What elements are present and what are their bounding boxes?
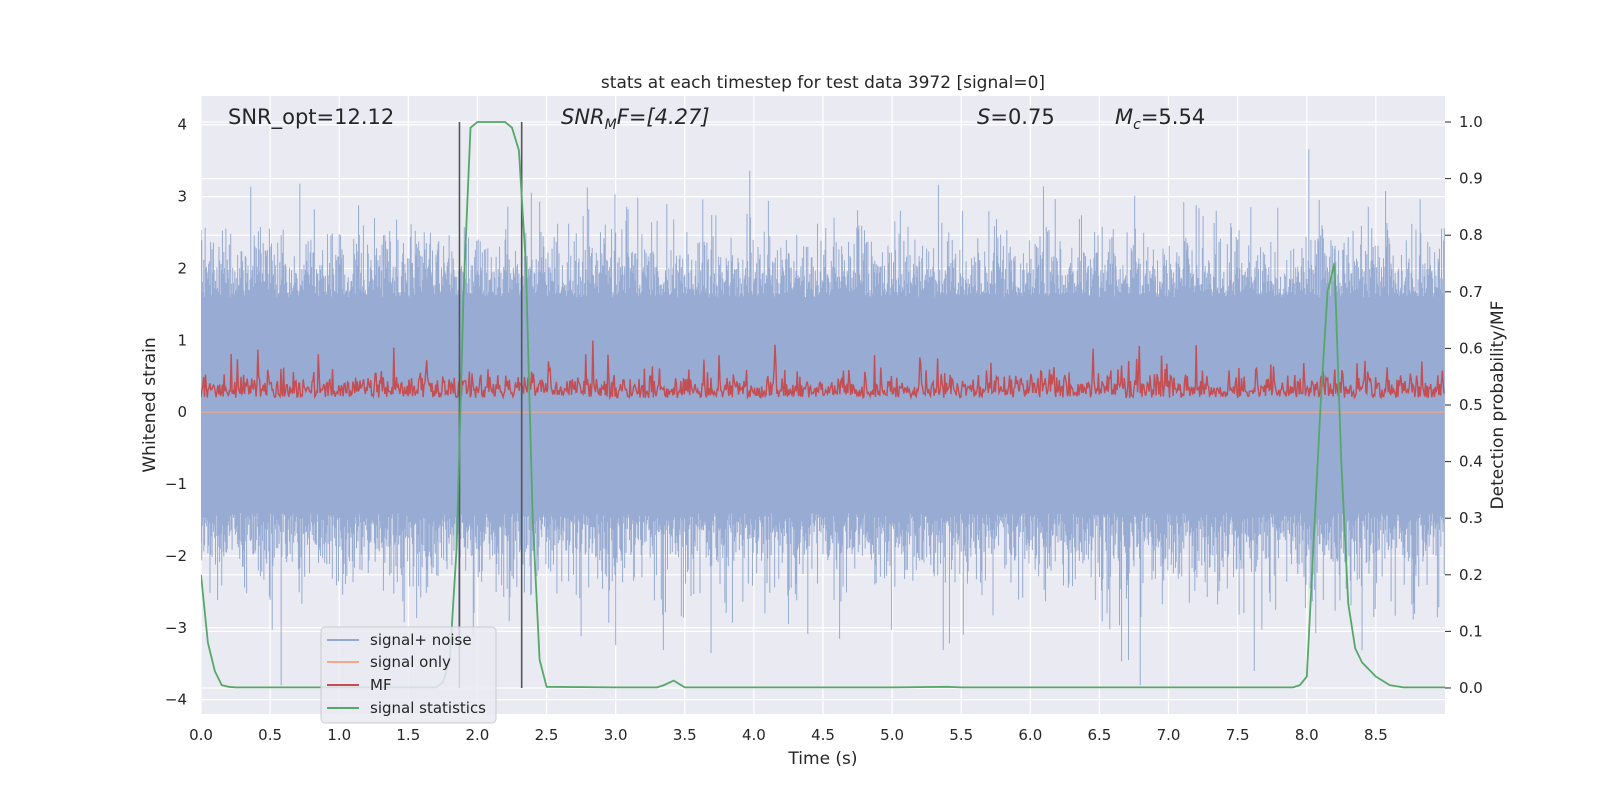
annotation-spin-main: S <box>977 105 990 129</box>
y-left-tick-label: −1 <box>165 475 187 493</box>
annotation-chirp-mass: Mc=5.54 <box>1115 105 1205 133</box>
y-right-tick-label: 0.0 <box>1459 679 1483 697</box>
annotation-spin: S=0.75 <box>977 105 1055 129</box>
x-tick-label: 6.0 <box>1018 726 1042 744</box>
y-right-tick-label: 0.3 <box>1459 509 1483 527</box>
y-right-tick-label: 0.5 <box>1459 396 1483 414</box>
x-tick-label: 1.0 <box>327 726 351 744</box>
legend-box <box>320 626 497 724</box>
vertical-markers <box>458 122 523 688</box>
x-tick-label: 3.5 <box>673 726 697 744</box>
annotation-snr-mf-rest: F=[4.27] <box>617 105 710 129</box>
signal-noise-line <box>201 149 1445 686</box>
annotation-mc-main: M <box>1115 105 1133 129</box>
annotation-mc-rest: =5.54 <box>1141 105 1205 129</box>
y-left-tick-label: 3 <box>177 188 187 206</box>
legend-label-signal-only: signal only <box>370 653 451 671</box>
y-left-tick-label: −2 <box>165 547 187 565</box>
x-tick-label: 5.5 <box>949 726 973 744</box>
y-right-tick-label: 0.4 <box>1459 453 1483 471</box>
y-left-axis-label: Whitened strain <box>140 337 160 472</box>
x-tick-label: 5.0 <box>880 726 904 744</box>
y-right-tick-label: 0.8 <box>1459 226 1483 244</box>
signal-noise-series <box>201 149 1445 686</box>
legend-label-signal-noise: signal+ noise <box>370 631 472 649</box>
annotation-mc-sub: c <box>1133 117 1141 133</box>
y-left-tick-label: 0 <box>177 403 187 421</box>
y-right-tick-label: 0.1 <box>1459 622 1483 640</box>
annotation-snr-mf: SNRMF=[4.27] <box>561 105 710 133</box>
legend: signal+ noise signal only MF signal stat… <box>320 626 497 724</box>
x-axis-label: Time (s) <box>787 749 857 769</box>
legend-label-mf: MF <box>370 676 392 694</box>
x-tick-label: 4.5 <box>811 726 835 744</box>
x-tick-label: 7.5 <box>1226 726 1250 744</box>
y-right-tick-label: 0.7 <box>1459 283 1483 301</box>
x-tick-label: 0.5 <box>258 726 282 744</box>
x-tick-label: 2.0 <box>466 726 490 744</box>
y-right-axis-label: Detection probability/MF <box>1488 301 1508 510</box>
y-left-tick-label: −4 <box>165 691 187 709</box>
annotation-snr-mf-sub: M <box>605 117 617 133</box>
y-left-tick-label: 1 <box>177 331 187 349</box>
y-right-axis-ticks: 0.0 0.1 0.2 0.3 0.4 0.5 0.6 0.7 0.8 0.9 1.0 <box>1445 113 1483 697</box>
y-right-tick-label: 0.6 <box>1459 339 1483 357</box>
x-tick-label: 1.5 <box>396 726 420 744</box>
x-tick-label: 3.0 <box>604 726 628 744</box>
annotation-snr-opt: SNR_opt=12.12 <box>228 105 394 130</box>
chart-title: stats at each timestep for test data 397… <box>601 73 1045 93</box>
x-tick-label: 6.5 <box>1088 726 1112 744</box>
annotation-snr-mf-main: SNR <box>561 105 605 129</box>
mf-series <box>201 340 1445 401</box>
x-tick-label: 8.0 <box>1295 726 1319 744</box>
x-tick-label: 8.5 <box>1364 726 1388 744</box>
y-left-tick-label: 4 <box>177 116 187 134</box>
x-tick-label: 7.0 <box>1157 726 1181 744</box>
y-left-tick-label: 2 <box>177 259 187 277</box>
y-right-tick-label: 0.2 <box>1459 566 1483 584</box>
y-right-tick-label: 0.9 <box>1459 170 1483 188</box>
annotation-spin-rest: =0.75 <box>990 105 1054 129</box>
x-axis-ticks: 0.0 0.5 1.0 1.5 2.0 2.5 3.0 3.5 4.0 4.5 5.0 5.5 6.0 6… <box>189 726 1388 744</box>
x-tick-label: 0.0 <box>189 726 213 744</box>
y-left-tick-label: −3 <box>165 619 187 637</box>
legend-label-signal-statistics: signal statistics <box>370 699 486 717</box>
y-left-axis-ticks: −4 −3 −2 −1 0 1 2 3 4 <box>165 116 187 709</box>
x-tick-label: 4.0 <box>742 726 766 744</box>
y-right-tick-label: 1.0 <box>1459 113 1483 131</box>
mf-line <box>201 340 1445 401</box>
x-tick-label: 2.5 <box>535 726 559 744</box>
